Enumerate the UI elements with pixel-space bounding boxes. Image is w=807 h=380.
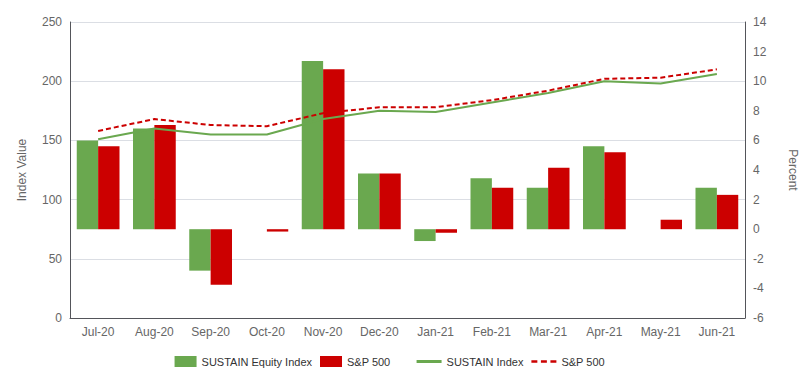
svg-text:200: 200 [42,74,62,88]
svg-text:Jan-21: Jan-21 [417,325,454,339]
svg-text:Jul-20: Jul-20 [82,325,115,339]
svg-text:8: 8 [753,104,760,118]
svg-text:S&P 500: S&P 500 [561,356,604,368]
svg-text:SUSTAIN Equity Index: SUSTAIN Equity Index [202,356,313,368]
svg-text:6: 6 [753,133,760,147]
svg-text:10: 10 [753,74,767,88]
svg-text:14: 14 [753,15,767,29]
svg-text:Mar-21: Mar-21 [529,325,567,339]
svg-text:Oct-20: Oct-20 [249,325,285,339]
svg-text:2: 2 [753,193,760,207]
svg-text:Nov-20: Nov-20 [304,325,343,339]
svg-text:-4: -4 [753,281,764,295]
svg-text:0: 0 [753,222,760,236]
svg-text:Feb-21: Feb-21 [473,325,511,339]
svg-text:Index Value: Index Value [15,138,29,201]
svg-text:50: 50 [49,252,63,266]
svg-text:S&P 500: S&P 500 [347,356,390,368]
svg-text:12: 12 [753,45,767,59]
svg-text:SUSTAIN Index: SUSTAIN Index [447,356,524,368]
svg-text:May-21: May-21 [641,325,681,339]
svg-text:-6: -6 [753,311,764,325]
svg-text:0: 0 [55,311,62,325]
svg-text:-2: -2 [753,252,764,266]
svg-text:4: 4 [753,163,760,177]
svg-text:Percent: Percent [786,149,800,191]
svg-text:Jun-21: Jun-21 [699,325,736,339]
svg-text:250: 250 [42,15,62,29]
svg-text:100: 100 [42,193,62,207]
svg-text:Aug-20: Aug-20 [135,325,174,339]
svg-text:Sep-20: Sep-20 [191,325,230,339]
svg-text:150: 150 [42,133,62,147]
svg-text:Apr-21: Apr-21 [586,325,622,339]
svg-text:Dec-20: Dec-20 [360,325,399,339]
